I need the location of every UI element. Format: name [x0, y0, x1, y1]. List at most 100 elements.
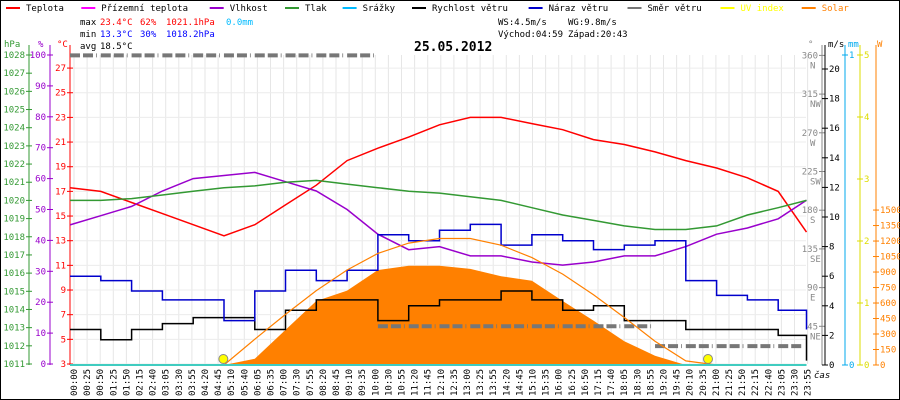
x-tick-label: 11:20 — [411, 369, 421, 396]
x-tick-label: 07:55 — [306, 369, 316, 396]
x-tick-label: 23:55 — [804, 369, 814, 396]
legend-label: Tlak — [305, 4, 327, 14]
x-tick-label: 13:25 — [476, 369, 486, 396]
temperature-tick-label: 19 — [55, 163, 66, 173]
temperature-tick-label: 15 — [55, 212, 66, 222]
x-tick-label: 17:15 — [594, 369, 604, 396]
x-tick-label: 00:50 — [96, 369, 106, 396]
direction-compass-label: SW — [810, 178, 821, 188]
stat-avg-temp: 18.5°C — [100, 42, 133, 52]
pressure-tick-label: 1015 — [3, 287, 25, 297]
x-tick-label: 07:30 — [293, 369, 303, 396]
x-tick-label: 21:25 — [725, 369, 735, 396]
direction-tick-label: 180 — [802, 206, 818, 216]
uv-tick-label: 1 — [864, 299, 869, 309]
x-tick-label: 05:10 — [227, 369, 237, 396]
wind-tick-label: 2 — [829, 331, 834, 341]
x-tick-label: 21:50 — [738, 369, 748, 396]
pressure-unit-label: hPa — [4, 40, 20, 50]
stat-min-hum: 30% — [140, 30, 157, 40]
x-tick-label: 04:20 — [201, 369, 211, 396]
x-tick-label: 02:40 — [149, 369, 159, 396]
x-tick-label: 00:25 — [83, 369, 93, 396]
pressure-tick-label: 1017 — [3, 251, 25, 261]
solar-tick-label: 0 — [880, 361, 885, 371]
solar-tick-label: 1500 — [880, 206, 900, 216]
temperature-tick-label: 5 — [61, 335, 66, 345]
x-tick-label: 15:35 — [542, 369, 552, 396]
humidity-tick-label: 80 — [35, 113, 46, 123]
x-axis-label: čas — [814, 370, 830, 381]
x-tick-label: 19:20 — [660, 369, 670, 396]
direction-compass-label: E — [810, 294, 815, 304]
humidity-tick-label: 60 — [35, 175, 46, 185]
temperature-tick-label: 11 — [55, 261, 66, 271]
x-tick-label: 22:40 — [764, 369, 774, 396]
pressure-tick-label: 1025 — [3, 106, 25, 116]
stat-wind-speed: WS:4.5m/s — [498, 18, 547, 28]
pressure-tick-label: 1012 — [3, 342, 25, 352]
stat-wind-gust: WG:9.8m/s — [568, 18, 617, 28]
uv-tick-label: 4 — [864, 113, 869, 123]
x-tick-label: 03:55 — [188, 369, 198, 396]
precip-tick-label: 1 — [849, 51, 854, 61]
precip-unit-label: mm — [848, 40, 859, 50]
direction-compass-label: N — [810, 61, 815, 71]
wind-tick-label: 8 — [829, 243, 834, 253]
wind-tick-label: 16 — [829, 124, 840, 134]
x-tick-label: 16:50 — [581, 369, 591, 396]
direction-compass-label: NW — [810, 100, 821, 110]
uv-tick-label: 2 — [864, 237, 869, 247]
x-tick-label: 16:25 — [568, 369, 578, 396]
pressure-tick-label: 1021 — [3, 178, 25, 188]
direction-tick-label: 225 — [802, 168, 818, 178]
direction-tick-label: 270 — [802, 129, 818, 139]
direction-compass-label: SE — [810, 255, 821, 265]
stat-sunrise: Východ:04:59 — [498, 30, 563, 40]
temperature-tick-label: 13 — [55, 237, 66, 247]
temperature-tick-label: 9 — [61, 286, 66, 296]
x-tick-label: 18:05 — [620, 369, 630, 396]
pressure-tick-label: 1022 — [3, 160, 25, 170]
direction-compass-label: W — [810, 139, 816, 149]
x-tick-label: 19:45 — [673, 369, 683, 396]
x-tick-label: 10:30 — [384, 369, 394, 396]
legend-label: Přízemní teplota — [101, 4, 188, 14]
uv-tick-label: 0 — [864, 361, 869, 371]
x-tick-label: 04:45 — [214, 369, 224, 396]
temperature-tick-label: 23 — [55, 113, 66, 123]
x-tick-label: 20:10 — [686, 369, 696, 396]
series-line-rychlost-v-tru — [70, 290, 808, 361]
pressure-tick-label: 1013 — [3, 324, 25, 334]
x-tick-label: 01:50 — [122, 369, 132, 396]
sun-marker — [703, 354, 714, 364]
x-tick-label: 15:10 — [529, 369, 539, 396]
series-line-tlak — [70, 179, 807, 231]
chart-title: 25.05.2012 — [414, 40, 492, 55]
legend-label: Srážky — [363, 4, 396, 14]
sun-marker — [218, 354, 229, 364]
wind-tick-label: 18 — [829, 95, 840, 105]
x-tick-label: 00:00 — [70, 369, 80, 396]
stat-max-press: 1021.1hPa — [166, 18, 215, 28]
x-tick-label: 17:40 — [607, 369, 617, 396]
solar-tick-label: 1200 — [880, 237, 900, 247]
wind-tick-label: 20 — [829, 65, 840, 75]
x-tick-label: 10:55 — [398, 369, 408, 396]
direction-tick-label: 135 — [802, 245, 818, 255]
legend-label: Směr větru — [648, 4, 702, 14]
humidity-tick-label: 10 — [35, 329, 46, 339]
series-line-n-raz-v-tru — [70, 223, 808, 330]
solar-area — [70, 265, 807, 365]
solar-tick-label: 600 — [880, 299, 896, 309]
wind-tick-label: 0 — [829, 361, 834, 371]
x-tick-label: 07:00 — [280, 369, 290, 396]
solar-tick-label: 300 — [880, 330, 896, 340]
legend-label: Solar — [822, 4, 850, 14]
direction-compass-label: S — [810, 216, 815, 226]
solar-unit-label: W — [877, 40, 883, 50]
wind-tick-label: 10 — [829, 213, 840, 223]
pressure-tick-label: 1024 — [3, 124, 25, 134]
humidity-tick-label: 70 — [35, 144, 46, 154]
x-tick-label: 06:35 — [267, 369, 277, 396]
